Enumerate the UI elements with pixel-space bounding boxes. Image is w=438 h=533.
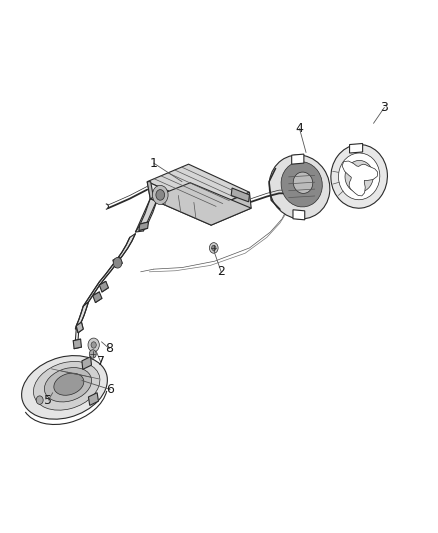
Ellipse shape bbox=[33, 361, 100, 410]
Circle shape bbox=[113, 257, 122, 268]
Text: 8: 8 bbox=[105, 342, 113, 355]
Polygon shape bbox=[150, 183, 251, 225]
Polygon shape bbox=[147, 182, 211, 225]
Polygon shape bbox=[231, 188, 250, 202]
Polygon shape bbox=[147, 182, 154, 199]
Circle shape bbox=[36, 396, 43, 405]
Circle shape bbox=[88, 338, 99, 352]
Ellipse shape bbox=[339, 153, 380, 200]
Text: 7: 7 bbox=[97, 356, 105, 368]
Circle shape bbox=[89, 350, 96, 358]
Circle shape bbox=[156, 190, 165, 200]
Circle shape bbox=[152, 185, 168, 205]
Ellipse shape bbox=[54, 373, 84, 395]
Polygon shape bbox=[147, 164, 250, 209]
Polygon shape bbox=[88, 393, 99, 406]
Circle shape bbox=[209, 243, 218, 253]
Circle shape bbox=[91, 342, 96, 348]
Ellipse shape bbox=[293, 172, 313, 193]
Text: 5: 5 bbox=[44, 393, 53, 407]
Polygon shape bbox=[83, 233, 135, 306]
Polygon shape bbox=[293, 210, 305, 220]
Ellipse shape bbox=[21, 356, 107, 419]
Ellipse shape bbox=[269, 155, 330, 219]
Ellipse shape bbox=[345, 160, 373, 192]
Circle shape bbox=[212, 245, 216, 251]
Polygon shape bbox=[82, 357, 92, 369]
Ellipse shape bbox=[331, 144, 388, 208]
Polygon shape bbox=[350, 143, 363, 153]
Ellipse shape bbox=[281, 161, 322, 207]
Polygon shape bbox=[342, 161, 378, 196]
Polygon shape bbox=[113, 257, 122, 268]
Text: 4: 4 bbox=[296, 122, 304, 135]
Polygon shape bbox=[73, 339, 81, 349]
Polygon shape bbox=[93, 292, 102, 303]
Text: 3: 3 bbox=[381, 101, 389, 114]
Polygon shape bbox=[139, 222, 148, 230]
Polygon shape bbox=[209, 192, 251, 225]
Polygon shape bbox=[292, 154, 304, 164]
Polygon shape bbox=[75, 302, 88, 329]
Polygon shape bbox=[99, 281, 109, 292]
Text: 1: 1 bbox=[150, 157, 158, 169]
Polygon shape bbox=[76, 322, 83, 333]
Ellipse shape bbox=[44, 368, 92, 402]
Polygon shape bbox=[135, 198, 158, 232]
Text: 6: 6 bbox=[106, 383, 114, 396]
Text: 2: 2 bbox=[217, 265, 225, 278]
